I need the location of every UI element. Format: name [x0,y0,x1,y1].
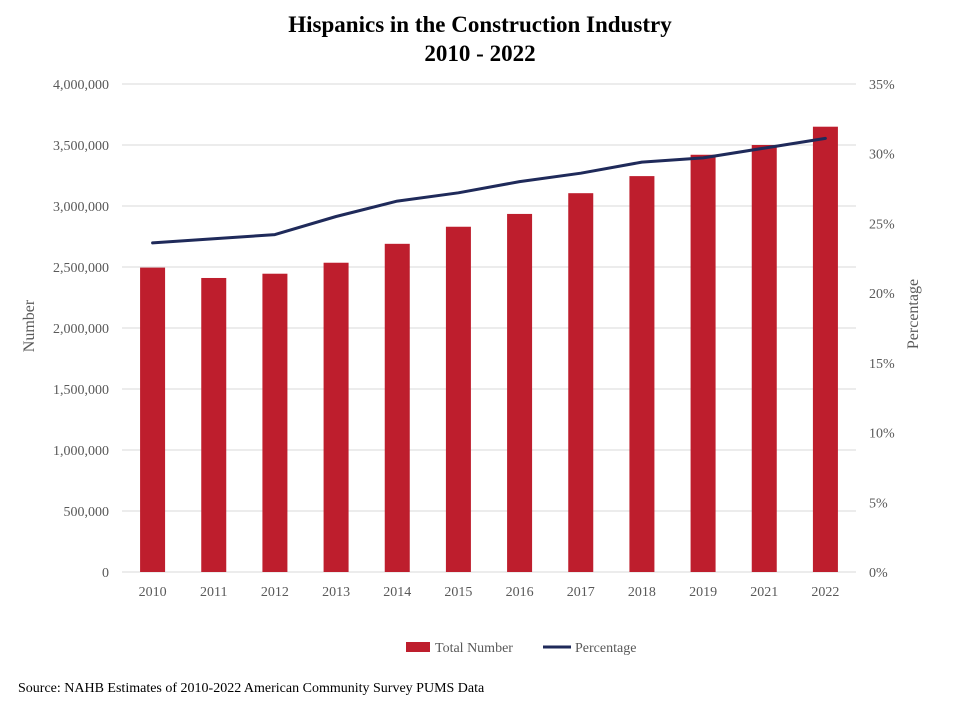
y-left-axis-label: Number [21,299,38,352]
y-left-tick-label: 4,000,000 [53,78,109,93]
y-right-tick-label: 25% [869,217,895,232]
x-tick-label: 2013 [322,585,350,600]
chart-title: Hispanics in the Construction Industry 2… [0,10,960,68]
legend-label-total-number: Total Number [435,641,513,656]
y-right-tick-label: 0% [869,566,888,581]
bar-total-number [262,273,288,572]
bar-total-number [445,226,471,573]
x-tick-label: 2014 [383,585,411,600]
chart-subtitle: 2010 - 2022 [424,41,536,66]
legend-label-percentage: Percentage [575,641,636,656]
bar-total-number [201,277,227,572]
bar-total-number [384,243,410,572]
y-left-tick-label: 1,500,000 [53,383,109,398]
chart-title-line: Hispanics in the Construction Industry [288,12,672,37]
x-tick-label: 2016 [506,585,534,600]
y-right-tick-label: 10% [869,427,895,442]
x-tick-label: 2022 [811,585,839,600]
bar-total-number [812,126,838,572]
x-tick-label: 2018 [628,585,656,600]
bar-total-number [323,262,349,572]
x-tick-label: 2010 [139,585,167,600]
legend-swatch-total-number [406,642,430,652]
y-right-tick-label: 20% [869,287,895,302]
x-tick-label: 2012 [261,585,289,600]
x-tick-label: 2015 [444,585,472,600]
y-left-tick-label: 1,000,000 [53,444,109,459]
bar-total-number [629,176,655,573]
bar-total-number [507,213,533,572]
y-left-tick-label: 3,500,000 [53,139,109,154]
bar-total-number [751,145,777,572]
y-left-tick-label: 2,500,000 [53,261,109,276]
y-right-tick-label: 5% [869,496,888,511]
bar-total-number [690,154,716,572]
y-left-tick-label: 0 [102,566,109,581]
y-right-tick-label: 15% [869,357,895,372]
y-right-tick-label: 30% [869,148,895,163]
x-tick-label: 2011 [200,585,227,600]
x-tick-label: 2021 [750,585,778,600]
bar-total-number [140,267,166,572]
y-right-tick-label: 35% [869,78,895,93]
line-percentage [151,136,827,245]
bar-total-number [568,193,594,572]
x-tick-label: 2017 [567,585,595,600]
source-note: Source: NAHB Estimates of 2010-2022 Amer… [18,681,485,696]
y-right-axis-label: Percentage [905,279,922,349]
y-left-tick-label: 500,000 [64,505,110,520]
y-left-tick-label: 2,000,000 [53,322,109,337]
x-tick-label: 2019 [689,585,717,600]
y-left-tick-label: 3,000,000 [53,200,109,215]
